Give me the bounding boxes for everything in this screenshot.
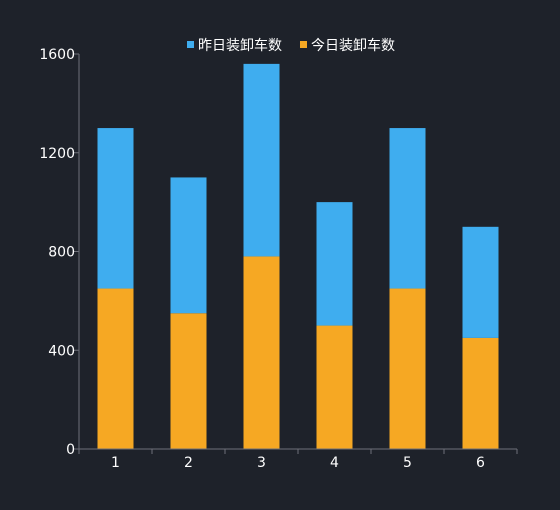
bar-yesterday-1[interactable] <box>97 128 134 289</box>
x-tick-label: 3 <box>257 455 266 471</box>
bar-today-3[interactable] <box>243 256 280 449</box>
x-tick-label: 5 <box>403 455 412 471</box>
bar-today-4[interactable] <box>316 325 353 449</box>
bar-yesterday-2[interactable] <box>170 177 207 314</box>
y-tick-label: 800 <box>48 245 75 261</box>
legend-swatch <box>300 41 307 48</box>
bar-yesterday-3[interactable] <box>243 63 280 257</box>
y-tick-label: 0 <box>66 442 75 458</box>
bar-today-2[interactable] <box>170 313 207 449</box>
bar-yesterday-6[interactable] <box>462 226 499 338</box>
bar-today-6[interactable] <box>462 337 499 449</box>
legend-label[interactable]: 今日装卸车数 <box>311 37 395 54</box>
y-tick-label: 400 <box>48 343 75 359</box>
legend-label[interactable]: 昨日装卸车数 <box>198 37 282 54</box>
x-tick-label: 4 <box>330 455 339 471</box>
bar-yesterday-5[interactable] <box>389 128 426 289</box>
legend-swatch <box>187 41 194 48</box>
y-axis-ticks: 0 400 800 1200 1600 <box>39 47 79 458</box>
bar-today-5[interactable] <box>389 288 426 449</box>
y-tick-label: 1600 <box>39 47 75 63</box>
x-tick-label: 1 <box>111 455 120 471</box>
x-tick-label: 6 <box>476 455 485 471</box>
chart-legend[interactable]: 昨日装卸车数 今日装卸车数 <box>187 37 395 54</box>
x-tick-label: 2 <box>184 455 193 471</box>
y-tick-label: 1200 <box>39 146 75 162</box>
x-axis-ticks: 1 2 3 4 5 6 <box>78 449 518 471</box>
bar-today-1[interactable] <box>97 288 134 449</box>
bar-area <box>97 63 499 449</box>
bar-yesterday-4[interactable] <box>316 202 353 326</box>
